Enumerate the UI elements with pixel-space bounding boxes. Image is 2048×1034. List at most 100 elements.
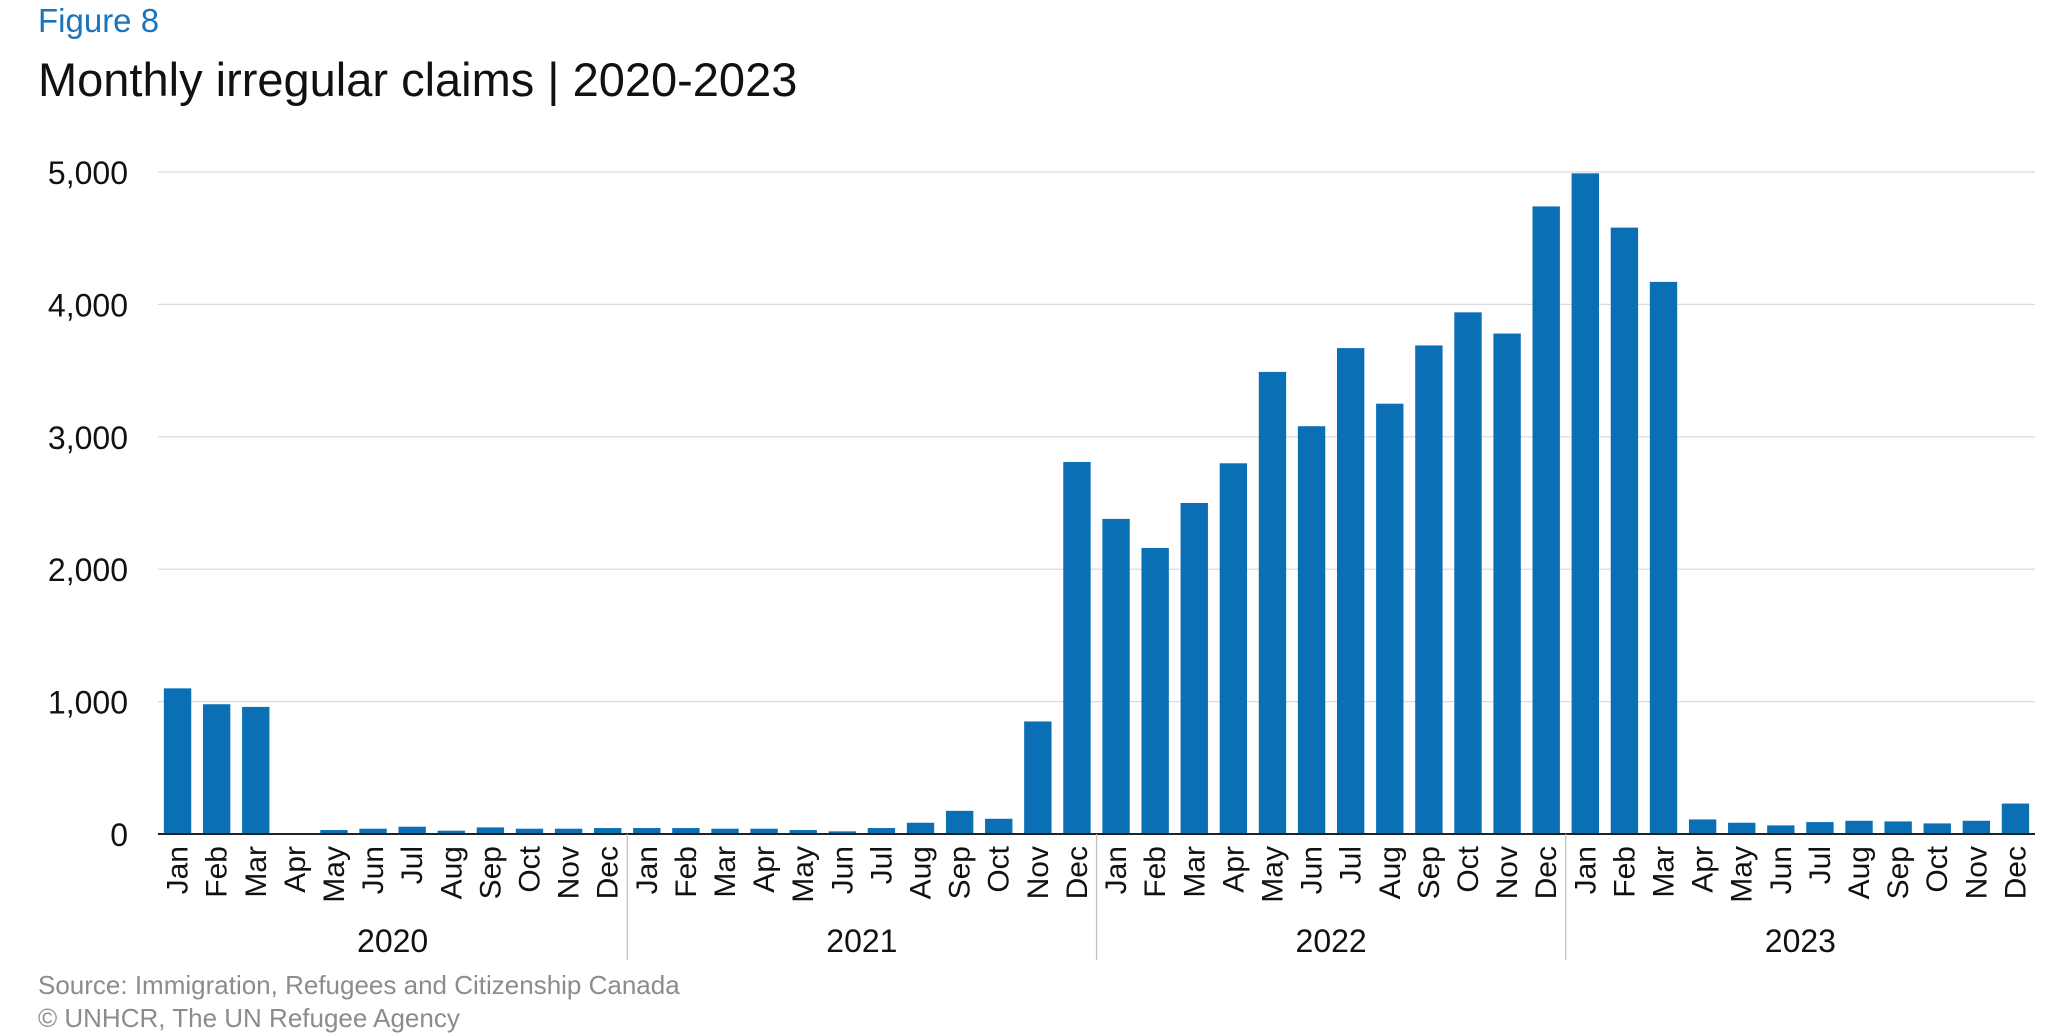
month-label: Apr: [1217, 846, 1250, 893]
bar: [1962, 820, 1991, 834]
month-label: Jul: [1804, 846, 1837, 884]
month-labels: Jan Feb Mar Apr May Jun Jul Aug Sep Oct Nov Dec Jan F…: [162, 845, 2033, 902]
bar: [1258, 371, 1287, 834]
bar: [242, 706, 270, 834]
copyright-note: © UNHCR, The UN Refugee Agency: [38, 1003, 460, 1033]
year-label: 2021: [826, 923, 897, 959]
bar: [320, 830, 348, 834]
month-label: May: [318, 846, 351, 903]
year-label: 2022: [1296, 923, 1367, 959]
bar: [1923, 823, 1951, 834]
bar: [1063, 461, 1091, 834]
month-label: Aug: [435, 846, 468, 899]
bar: [2001, 803, 2030, 834]
bar: [163, 688, 192, 834]
month-label: Dec: [1999, 846, 2032, 899]
bar: [1649, 281, 1678, 835]
bar: [906, 822, 935, 834]
month-label: Sep: [1882, 846, 1915, 899]
month-label: Jan: [631, 846, 664, 894]
month-label: Dec: [1530, 846, 1563, 899]
bars: [163, 173, 2030, 835]
month-label: Sep: [944, 846, 977, 899]
month-label: Jun: [1765, 846, 1798, 894]
month-label: Nov: [553, 846, 586, 899]
month-label: Mar: [1178, 846, 1211, 898]
chart-title: Monthly irregular claims | 2020-2023: [38, 53, 798, 106]
bar: [1571, 173, 1599, 835]
month-label: Jun: [357, 846, 390, 894]
y-tick-label: 4,000: [48, 287, 128, 323]
month-label: Jun: [1296, 846, 1329, 894]
bar: [867, 828, 896, 834]
month-label: May: [1256, 846, 1289, 903]
month-label: Aug: [905, 846, 938, 899]
bar: [1180, 503, 1208, 834]
y-tick-label: 5,000: [48, 155, 128, 191]
month-label: Jan: [162, 846, 195, 894]
month-label: Mar: [240, 846, 273, 898]
month-label: Oct: [983, 845, 1016, 892]
y-tick-label: 2,000: [48, 552, 128, 588]
bar: [789, 830, 817, 834]
bar: [1767, 825, 1795, 834]
month-label: Jun: [826, 846, 859, 894]
bar: [985, 818, 1013, 834]
bar: [202, 704, 231, 834]
bar: [1845, 820, 1873, 834]
month-label: Feb: [670, 846, 703, 898]
month-label: Aug: [1374, 846, 1407, 899]
bar: [1336, 348, 1365, 834]
month-label: Jul: [865, 846, 898, 884]
month-label: Dec: [592, 846, 625, 899]
bar: [1376, 403, 1404, 834]
month-label: Jan: [1569, 846, 1602, 894]
bar: [750, 828, 778, 834]
month-label: Apr: [1687, 846, 1720, 893]
month-label: Apr: [748, 846, 781, 893]
month-label: Feb: [1139, 846, 1172, 898]
bar: [437, 830, 465, 834]
figure-label: Figure 8: [38, 2, 160, 39]
month-label: Apr: [279, 846, 312, 893]
bar: [1532, 206, 1560, 834]
month-label: Jan: [1100, 846, 1133, 894]
bar: [1884, 821, 1912, 834]
bar: [1493, 333, 1521, 834]
year-label: 2023: [1765, 923, 1836, 959]
y-tick-label: 3,000: [48, 420, 128, 456]
month-label: Oct: [1452, 845, 1485, 892]
bar: [1024, 721, 1052, 834]
y-axis-ticks: 0 1,000 2,000 3,000 4,000 5,000: [48, 155, 128, 853]
bar: [1688, 819, 1717, 834]
month-label: Aug: [1843, 846, 1876, 899]
month-label: Sep: [474, 846, 507, 899]
month-label: Nov: [1960, 846, 1993, 899]
bar: [633, 828, 661, 834]
month-label: Feb: [201, 846, 234, 898]
month-label: Nov: [1491, 846, 1524, 899]
month-label: Mar: [709, 846, 742, 898]
bar: [1297, 426, 1326, 834]
bar: [672, 828, 700, 834]
bar: [476, 827, 505, 834]
month-label: Nov: [1022, 846, 1055, 899]
bar: [945, 810, 974, 834]
bar: [398, 826, 426, 834]
year-label: 2020: [357, 923, 428, 959]
source-note: Source: Immigration, Refugees and Citize…: [38, 970, 680, 1000]
y-tick-label: 0: [110, 817, 128, 853]
month-label: Feb: [1608, 846, 1641, 898]
bar: [711, 828, 739, 834]
bar: [1454, 312, 1482, 834]
month-label: Dec: [1061, 846, 1094, 899]
month-label: May: [787, 846, 820, 903]
y-tick-label: 1,000: [48, 685, 128, 721]
bar: [1415, 345, 1443, 834]
month-label: Mar: [1648, 846, 1681, 898]
month-label: Oct: [1921, 845, 1954, 892]
bar: [554, 828, 583, 834]
bar: [1102, 518, 1130, 834]
month-label: Jul: [396, 846, 429, 884]
